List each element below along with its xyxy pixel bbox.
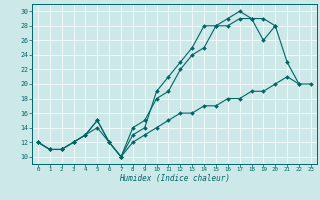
X-axis label: Humidex (Indice chaleur): Humidex (Indice chaleur)	[119, 174, 230, 183]
